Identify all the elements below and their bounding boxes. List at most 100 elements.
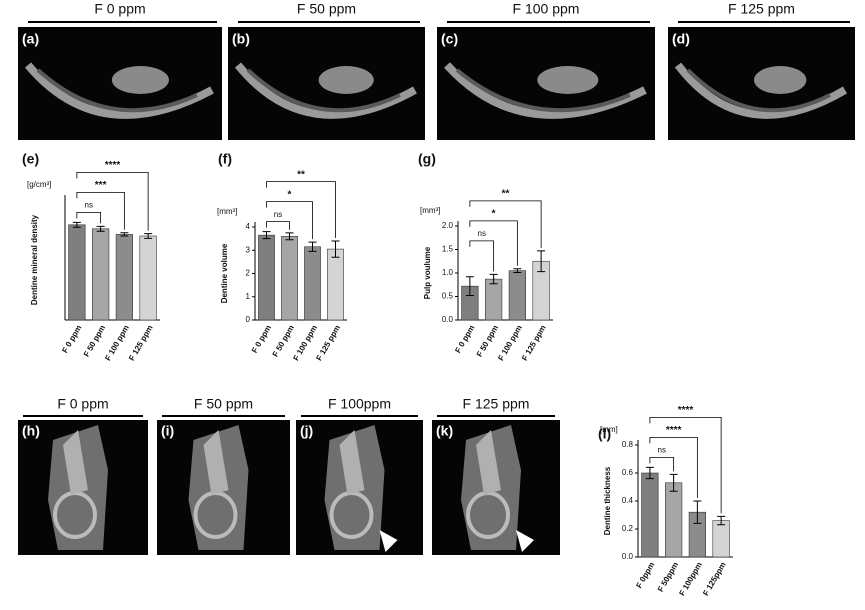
molars (754, 66, 807, 94)
y-tick-label: 2.0 (442, 221, 454, 230)
y-tick-label: 1.0 (442, 268, 454, 277)
molars (111, 66, 169, 94)
sig-label: ns (274, 210, 282, 219)
x-tick-label: F 50 ppm (82, 324, 107, 359)
panel-letter: (f) (218, 151, 232, 167)
sig-label: **** (105, 160, 121, 171)
y-tick-label: 1.5 (442, 245, 454, 254)
panel-letter: (k) (436, 423, 453, 439)
sig-bracket (469, 220, 518, 266)
x-tick-label: F 50ppm (656, 561, 680, 594)
error-bar (96, 225, 105, 232)
bar (485, 278, 503, 321)
x-tick-label: F 0 ppm (250, 324, 273, 355)
sig-label: ** (502, 189, 510, 200)
jaw-outline (234, 62, 417, 119)
error-bar (72, 221, 81, 228)
arrowhead (516, 530, 534, 552)
unit-label: [mm³] (217, 207, 237, 216)
panel-header: F 125 ppm (463, 396, 530, 412)
sig-label: ** (297, 169, 305, 180)
molars (537, 66, 599, 94)
bar (641, 472, 659, 558)
panel-letter: (l) (598, 426, 611, 442)
sig-label: ns (658, 446, 666, 455)
jaw-outline (674, 62, 848, 119)
crown (339, 430, 365, 495)
crown (63, 430, 88, 495)
y-tick-label: 4 (246, 222, 251, 231)
panel-header: F 0 ppm (94, 1, 145, 17)
crown (203, 430, 229, 495)
y-axis-label: Pulp voulume (423, 246, 432, 299)
y-tick-label: 0.0 (622, 552, 634, 561)
x-tick-label: F 125 ppm (520, 324, 548, 363)
sig-bracket (76, 192, 125, 230)
y-axis-label: Dentine mineral density (30, 214, 39, 305)
y-axis-label: Dentine volume (220, 243, 229, 303)
sig-label: * (492, 209, 496, 220)
panel-header: F 0 ppm (57, 396, 108, 412)
panel-letter: (j) (300, 423, 313, 439)
bar (304, 246, 321, 321)
panel-letter: (a) (22, 31, 39, 47)
panel-header: F 125 ppm (728, 1, 795, 17)
sig-bracket (266, 181, 336, 238)
unit-label: [g/cm³] (27, 180, 51, 189)
sig-bracket (649, 417, 722, 514)
panel-letter: (d) (672, 31, 690, 47)
panel-letter: (e) (22, 151, 39, 167)
panel-header: F 50 ppm (297, 1, 356, 17)
x-tick-label: F 125 ppm (314, 324, 342, 363)
jaw-inner (686, 68, 831, 113)
bar (327, 248, 344, 321)
x-tick-label: F 0 ppm (60, 324, 83, 355)
bar (92, 228, 110, 321)
sig-label: ns (478, 229, 486, 238)
bar (665, 482, 683, 558)
x-tick-label: F 0ppm (634, 561, 656, 590)
jaw-outline (444, 62, 647, 119)
panel-header: F 100 ppm (513, 1, 580, 17)
jaw-inner (36, 68, 198, 113)
y-tick-label: 0.2 (622, 524, 634, 533)
sig-label: *** (95, 180, 107, 191)
error-bar (144, 233, 153, 239)
sig-bracket (76, 212, 102, 224)
y-tick-label: 0.8 (622, 440, 634, 449)
error-bar (513, 268, 522, 274)
y-tick-label: 0 (246, 315, 251, 324)
sig-label: **** (678, 405, 694, 416)
error-bar (285, 232, 294, 241)
y-tick-label: 0.5 (442, 292, 454, 301)
sig-bracket (76, 172, 149, 231)
sig-label: * (288, 189, 292, 200)
x-tick-label: F 125ppm (701, 561, 727, 598)
error-bar (717, 515, 726, 526)
jaw-outline (24, 62, 214, 119)
sig-label: **** (666, 425, 682, 436)
panel-letter: (g) (418, 151, 436, 167)
y-tick-label: 0.4 (622, 496, 634, 505)
error-bar (645, 466, 654, 480)
sig-bracket (649, 437, 698, 498)
bar (508, 270, 526, 321)
sig-bracket (469, 240, 495, 272)
bar (281, 236, 298, 321)
y-axis-label: Dentine thickness (603, 466, 612, 535)
error-bar (262, 231, 271, 240)
panel-header: F 50 ppm (194, 396, 253, 412)
error-bar (308, 241, 317, 252)
y-tick-label: 3 (246, 245, 251, 254)
y-tick-label: 1 (246, 292, 251, 301)
panel-header: F 100ppm (328, 396, 391, 412)
jaw-inner (455, 68, 631, 113)
arrowhead (379, 530, 398, 552)
bar (139, 235, 157, 321)
panel-letter: (c) (441, 31, 458, 47)
x-tick-label: F 125 ppm (127, 324, 155, 363)
jaw-inner (246, 68, 401, 113)
panel-letter: (h) (22, 423, 40, 439)
sig-label: ns (85, 201, 93, 210)
bar (68, 224, 86, 321)
